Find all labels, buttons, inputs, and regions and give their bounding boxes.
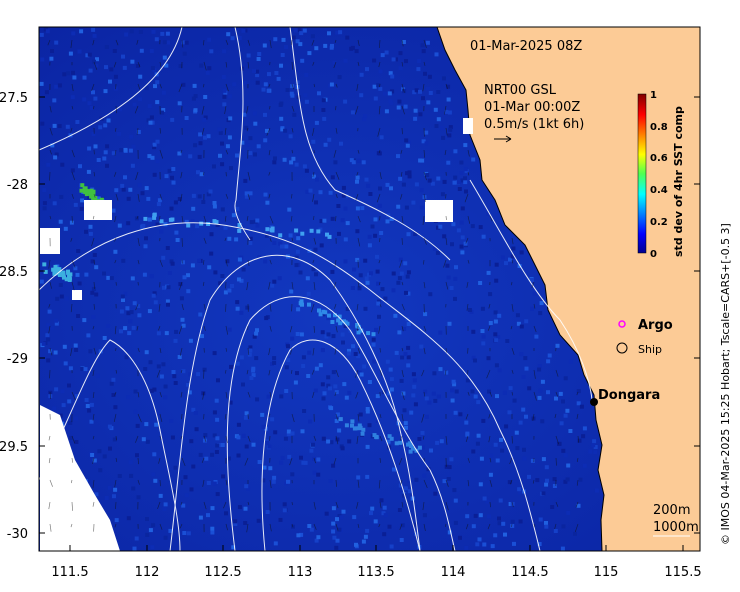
place-label-dongara: Dongara	[598, 388, 660, 403]
contour-label-1000m: 1000m	[653, 520, 699, 535]
colorbar-ticks: 1 0.8 0.6 0.4 0.2 0	[650, 90, 668, 260]
no-data-gaps	[40, 118, 473, 551]
x-tick-label: 115	[594, 565, 619, 580]
map-timestamp: 01-Mar-2025 08Z	[470, 39, 582, 54]
x-tick-label: 112	[135, 565, 160, 580]
x-tick-label: 113.5	[357, 565, 394, 580]
x-tick-label: 114	[441, 565, 466, 580]
colorbar-tick: 0	[650, 249, 657, 260]
legend-argo-label: Argo	[638, 318, 673, 333]
x-tick-label: 113	[288, 565, 313, 580]
legend-ship-label: Ship	[638, 343, 662, 356]
current-time: 01-Mar 00:00Z	[484, 100, 580, 115]
colorbar-label: std dev of 4hr SST comp	[672, 106, 685, 257]
argo-marker-icon	[618, 320, 626, 328]
colorbar-tick: 1	[650, 90, 657, 101]
x-tick-label: 114.5	[511, 565, 548, 580]
map-frame	[38, 26, 701, 552]
contour-label-200m: 200m	[653, 503, 690, 518]
y-tick-label: -27.5	[0, 91, 28, 106]
y-tick-label: -28.5	[0, 265, 28, 280]
y-tick-label: -29	[7, 352, 28, 367]
colorbar-tick: 0.2	[650, 217, 668, 228]
current-vectors	[47, 39, 580, 533]
dongara-marker-icon	[590, 398, 598, 406]
x-tick-label: 115.5	[664, 565, 701, 580]
colorbar-tick: 0.8	[650, 122, 668, 133]
credit-text: © IMOS 04-Mar-2025 15:25 Hobart; Tscale=…	[719, 223, 732, 545]
x-tick-label: 112.5	[204, 565, 241, 580]
y-tick-label: -30	[7, 527, 28, 542]
y-axis: -27.5 -28 -28.5 -29 -29.5 -30	[0, 91, 700, 542]
colorbar	[637, 93, 647, 254]
bathymetry-contours	[38, 26, 593, 552]
vector-scale-arrow	[494, 135, 512, 143]
y-tick-label: -28	[7, 178, 28, 193]
vector-scale-label: 0.5m/s (1kt 6h)	[484, 117, 584, 132]
current-source: NRT00 GSL	[484, 83, 557, 98]
coastline	[436, 26, 605, 552]
colorbar-tick: 0.4	[650, 185, 668, 196]
x-tick-label: 111.5	[51, 565, 88, 580]
land-mass	[437, 27, 700, 551]
ship-marker-icon	[616, 342, 628, 354]
colorbar-tick: 0.6	[650, 153, 668, 164]
x-axis: 111.5 112 112.5 113 113.5 114 114.5 115 …	[51, 545, 702, 580]
y-tick-label: -29.5	[0, 440, 28, 455]
